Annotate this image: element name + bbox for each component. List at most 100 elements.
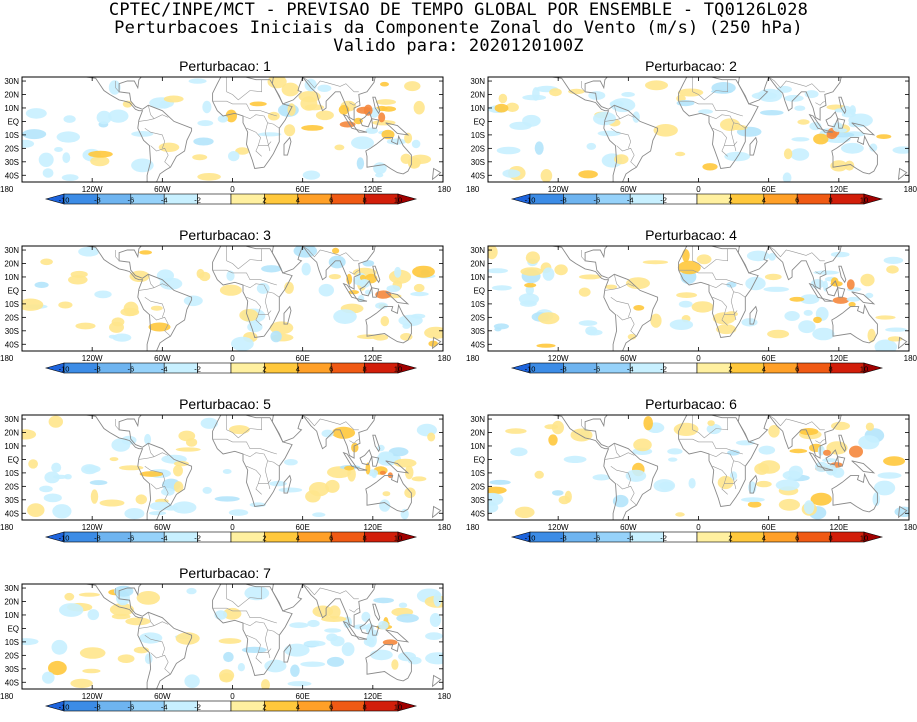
lat-label: 10N [4, 442, 19, 451]
colorbar-box [197, 193, 232, 205]
perturbation-shading [874, 339, 898, 351]
perturbation-shading [304, 104, 325, 111]
colorbar-box [696, 362, 731, 374]
lat-label: EQ [7, 624, 19, 633]
country-border [349, 100, 359, 106]
country-border [150, 483, 171, 506]
colorbar-label: -6 [127, 365, 134, 374]
perturbation-shading [756, 480, 772, 488]
lat-label: 30N [4, 415, 19, 424]
lon-label: 60E [296, 354, 310, 363]
coastline [302, 415, 376, 459]
colorbar-label: 10 [394, 534, 402, 543]
perturbation-shading [841, 142, 864, 154]
perturbation-shading [524, 282, 537, 288]
lat-label: EQ [473, 117, 485, 126]
perturbation-shading [493, 323, 509, 330]
perturbation-shading [876, 134, 892, 139]
perturbation-shading [225, 109, 237, 123]
colorbar-box [796, 193, 831, 205]
lat-label: 20S [5, 482, 19, 491]
perturbation-shading [52, 504, 72, 519]
perturbation-shading [675, 512, 685, 517]
perturbation-shading [522, 94, 547, 101]
perturbation-shading [578, 170, 598, 179]
perturbation-shading [803, 309, 813, 316]
lon-label: 0 [230, 354, 235, 363]
colorbar-box [130, 362, 165, 374]
coastline [431, 505, 442, 519]
perturbation-shading [197, 173, 221, 181]
perturbation-shading [111, 317, 125, 327]
lat-label: 10S [471, 300, 485, 309]
coastline [678, 77, 759, 169]
colorbar-label: -2 [194, 534, 201, 543]
lon-label: 60W [154, 692, 171, 701]
colorbar-label: 10 [394, 196, 402, 205]
country-border [246, 465, 262, 495]
country-border [144, 634, 166, 656]
wind-perturbation-map: 30N 20N 10N EQ 10S 20S 30S 40S 180 120W 60W 0 60E 120… [466, 245, 917, 374]
colorbar-box [629, 193, 664, 205]
perturbation-shading [588, 91, 606, 100]
perturbation-shading [826, 441, 848, 455]
coastline [385, 460, 410, 474]
country-border [138, 621, 169, 629]
perturbation-shading [673, 422, 699, 436]
coastline [365, 641, 412, 682]
perturbation-shading [505, 428, 527, 434]
colorbar-box [596, 362, 631, 374]
colorbar-label: 6 [795, 196, 799, 205]
perturbation-shading [326, 656, 345, 667]
perturbation-shading [865, 422, 874, 431]
colorbar-box [264, 531, 299, 543]
perturbation-shading [361, 611, 371, 622]
perturbation-shading [362, 260, 375, 267]
coastline [838, 96, 847, 115]
lon-label: 0 [230, 523, 235, 532]
wind-perturbation-map: 30N 20N 10N EQ 10S 20S 30S 40S 180 120W 60W 0 60E 120… [466, 76, 917, 205]
perturbation-shading [754, 463, 770, 475]
perturbation-shading [413, 100, 425, 115]
panel-perturbacao-1: Perturbacao: 1 30N 20N 10N EQ 10S 20S 30S 40S 18… [0, 58, 452, 205]
colorbar-box [264, 700, 299, 712]
perturbation-shading [790, 148, 810, 161]
perturbation-shading [39, 485, 53, 493]
perturbation-shading [782, 470, 802, 480]
colorbar-label: -8 [94, 534, 101, 543]
perturbation-shading [131, 131, 154, 137]
colorbar-box [297, 531, 332, 543]
lon-label: 120W [548, 185, 569, 194]
coastline [302, 77, 376, 121]
perturbation-shading [593, 111, 616, 126]
country-border [242, 283, 271, 321]
lat-label: 10N [4, 273, 19, 282]
perturbation-shading [70, 678, 93, 688]
perturbation-shading [892, 146, 909, 154]
panel-title: Perturbacao: 1 [179, 58, 271, 74]
country-border [581, 250, 586, 261]
colorbar-box [230, 193, 265, 205]
country-border [226, 77, 262, 101]
perturbation-shading [378, 451, 394, 459]
country-border [144, 465, 166, 487]
colorbar-label: 6 [329, 196, 333, 205]
perturbation-shading [741, 497, 765, 503]
coastline [212, 584, 293, 676]
country-border [226, 415, 262, 439]
lat-label: 20N [470, 91, 485, 100]
perturbation-shading [371, 472, 377, 479]
coastline [831, 303, 878, 344]
perturbation-shading [269, 480, 287, 487]
perturbation-shading [144, 653, 153, 665]
country-border [616, 145, 637, 168]
lat-label: 10S [5, 469, 19, 478]
colorbar-box [330, 531, 365, 543]
figure-title-line-2: Perturbacoes Iniciais da Componente Zona… [114, 18, 803, 38]
colorbar-label: 2 [728, 365, 732, 374]
coastline [851, 122, 876, 136]
perturbation-shading [865, 292, 874, 299]
colorbar-label: 6 [795, 534, 799, 543]
perturbation-shading [315, 110, 334, 121]
wind-perturbation-map: 30N 20N 10N EQ 10S 20S 30S 40S 180 120W 60W 0 60E 120… [0, 414, 452, 543]
